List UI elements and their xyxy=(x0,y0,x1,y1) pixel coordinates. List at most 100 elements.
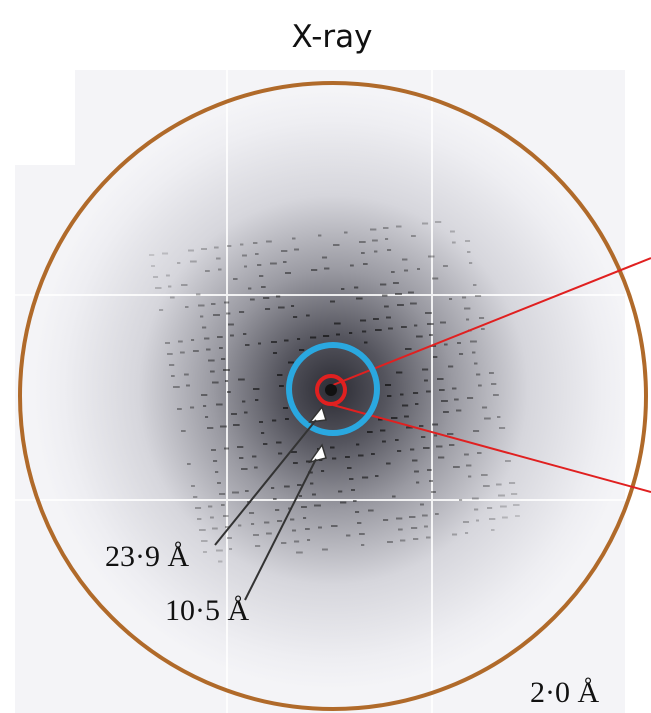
spot xyxy=(266,533,272,535)
spot xyxy=(509,482,515,484)
spot xyxy=(165,342,170,344)
spot xyxy=(292,238,296,240)
spot xyxy=(466,319,469,321)
spot xyxy=(305,528,310,530)
spot xyxy=(259,421,263,423)
spot xyxy=(218,561,222,563)
image-corner xyxy=(15,70,75,165)
figure: X-ray 23·9 Å 10·5 Å 2·0 Å xyxy=(0,0,651,713)
spot xyxy=(424,380,428,382)
spot xyxy=(318,235,321,237)
spot xyxy=(422,223,428,225)
spot xyxy=(322,549,328,551)
spot xyxy=(238,525,241,527)
spot xyxy=(216,258,221,260)
spot xyxy=(166,275,170,277)
spot xyxy=(465,240,470,242)
spot xyxy=(496,484,502,486)
spot xyxy=(331,525,338,527)
spot xyxy=(155,287,162,289)
spot xyxy=(449,444,454,446)
spot xyxy=(397,304,404,306)
spot xyxy=(346,535,350,537)
spot xyxy=(227,391,231,393)
spot xyxy=(500,506,507,508)
spot xyxy=(162,253,168,255)
spot xyxy=(481,474,488,476)
spot xyxy=(186,385,190,387)
spot xyxy=(191,339,194,341)
spot xyxy=(443,411,449,413)
spot xyxy=(448,366,453,368)
spot xyxy=(374,251,377,253)
spot xyxy=(277,374,282,376)
spot xyxy=(226,313,230,315)
spot xyxy=(245,490,249,492)
spot xyxy=(193,350,199,352)
spot xyxy=(386,317,391,319)
spot xyxy=(310,483,313,485)
spot xyxy=(396,372,402,374)
spot xyxy=(414,325,417,327)
spot xyxy=(224,448,229,450)
spot xyxy=(435,513,439,515)
spot xyxy=(168,286,171,288)
spot xyxy=(248,288,251,290)
spot xyxy=(218,269,222,271)
spot xyxy=(385,384,391,386)
spot xyxy=(253,388,259,390)
spot xyxy=(203,405,206,407)
spot xyxy=(190,261,197,263)
spot xyxy=(283,261,287,263)
spot xyxy=(475,295,481,297)
spot xyxy=(205,270,210,272)
spot xyxy=(392,496,396,498)
spot xyxy=(293,316,297,318)
spot xyxy=(311,269,317,271)
spot xyxy=(237,446,243,448)
spot xyxy=(242,401,245,403)
spot xyxy=(361,544,364,546)
spot xyxy=(181,430,186,432)
spot xyxy=(306,315,310,317)
spot xyxy=(195,507,201,509)
spot xyxy=(470,341,477,343)
spot xyxy=(402,259,407,261)
spot xyxy=(322,257,327,259)
spot xyxy=(285,272,291,274)
spot xyxy=(277,520,282,522)
spot xyxy=(465,532,468,534)
spot xyxy=(491,383,496,385)
spot xyxy=(356,444,359,446)
spot xyxy=(251,523,254,525)
spot xyxy=(220,426,227,428)
spot xyxy=(375,475,378,477)
spot xyxy=(201,394,207,396)
spot xyxy=(259,275,263,277)
spot xyxy=(281,250,287,252)
spot xyxy=(423,447,430,449)
spot xyxy=(173,386,180,388)
spot xyxy=(291,305,294,307)
spot xyxy=(464,308,470,310)
spot xyxy=(353,500,357,502)
spot xyxy=(221,504,225,506)
spot xyxy=(473,284,476,286)
spot xyxy=(233,278,238,280)
spot xyxy=(271,341,277,343)
spot xyxy=(219,347,223,349)
spot xyxy=(402,405,408,407)
spot xyxy=(197,518,201,520)
spot xyxy=(249,512,254,514)
spot xyxy=(273,352,277,354)
spot xyxy=(513,504,520,506)
spot xyxy=(275,509,279,511)
spot xyxy=(439,389,445,391)
spot xyxy=(419,425,423,427)
spot xyxy=(432,424,438,426)
spot xyxy=(303,517,306,519)
spot xyxy=(469,262,472,264)
spot xyxy=(185,306,189,308)
spot xyxy=(153,276,158,278)
spot xyxy=(440,322,446,324)
